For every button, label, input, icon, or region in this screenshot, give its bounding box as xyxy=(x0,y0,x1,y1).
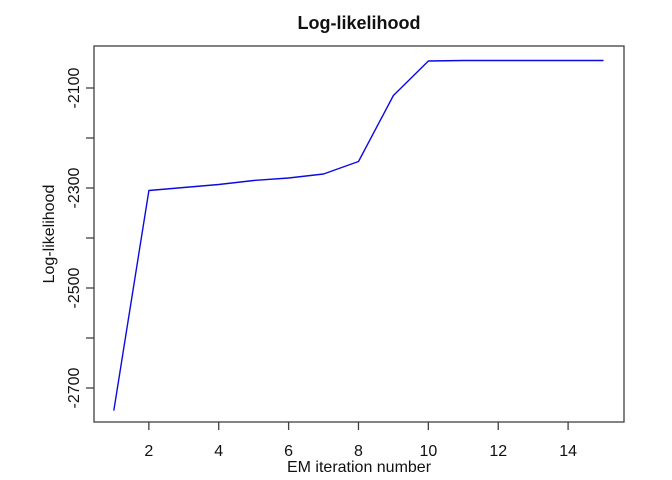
y-axis-ticks: -2700 -2500 -2300 -2100 xyxy=(66,67,94,408)
chart-title: Log-likelihood xyxy=(298,13,421,33)
x-tick-label: 10 xyxy=(419,443,437,460)
y-tick-label: -2500 xyxy=(66,267,83,308)
x-tick-label: 4 xyxy=(214,443,223,460)
x-tick-label: 14 xyxy=(559,443,577,460)
y-tick-label: -2700 xyxy=(66,367,83,408)
plot-box xyxy=(93,45,625,423)
x-tick-label: 6 xyxy=(284,443,293,460)
x-tick-label: 8 xyxy=(354,443,363,460)
x-tick-label: 12 xyxy=(489,443,507,460)
x-axis-ticks: 2 4 6 8 10 12 14 xyxy=(144,422,577,460)
x-axis-label: EM iteration number xyxy=(287,459,432,476)
data-series xyxy=(113,59,604,411)
y-tick-label: -2300 xyxy=(66,167,83,208)
y-axis-label: Log-likelihood xyxy=(41,185,58,284)
x-tick-label: 2 xyxy=(144,443,153,460)
y-tick-label: -2100 xyxy=(66,67,83,108)
data-line xyxy=(113,59,604,411)
